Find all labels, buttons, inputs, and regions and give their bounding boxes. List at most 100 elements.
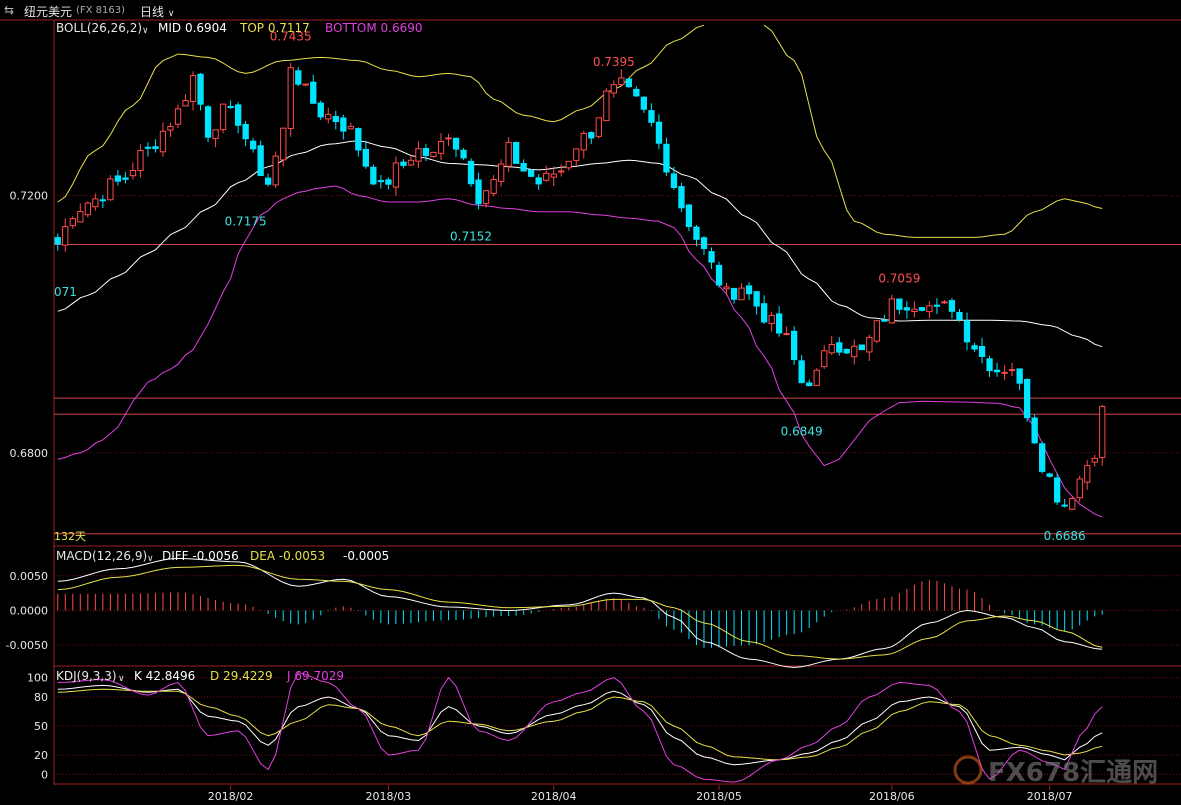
candle-up	[482, 190, 490, 204]
candle-down	[640, 96, 648, 110]
macd-label[interactable]: MACD(12,26,9)	[56, 549, 147, 563]
candle-down	[362, 148, 370, 167]
candle-down	[377, 180, 385, 183]
candle-up	[219, 103, 227, 131]
candle-up	[437, 140, 445, 154]
candle-down	[588, 132, 595, 139]
macd-diff-line	[57, 557, 1103, 668]
candle-up	[137, 150, 144, 171]
candle-up	[430, 151, 437, 157]
candle-up	[445, 137, 452, 140]
candle-down	[310, 81, 317, 104]
title-bar: ⇆ 纽元美元 (FX 8163) 日线 ∨	[0, 0, 1181, 20]
candle-up	[212, 129, 219, 140]
period-label: 日线	[140, 5, 165, 19]
extreme-label: 0.6849	[781, 424, 823, 438]
candle-down	[753, 291, 760, 307]
candle-down	[933, 304, 941, 307]
y-tick-label: 0.0050	[10, 570, 49, 583]
candle-up	[302, 83, 309, 86]
candle-down	[986, 358, 993, 372]
candle-down	[791, 330, 798, 361]
candle-up	[129, 170, 137, 177]
candle-up	[325, 113, 332, 120]
kdj-d-line	[57, 688, 1103, 761]
candle-up	[490, 179, 497, 194]
boll-bottom-value: BOTTOM 0.6690	[325, 21, 423, 35]
candle-down	[114, 175, 121, 182]
candle-down	[663, 143, 670, 173]
y-tick-label: 0.7200	[10, 190, 49, 203]
candle-down	[152, 146, 159, 150]
candle-up	[813, 369, 820, 386]
candle-down	[881, 319, 888, 322]
candle-up	[1008, 369, 1016, 372]
candle-down	[670, 173, 678, 188]
extreme-label: 0.6686	[1044, 529, 1086, 543]
chevron-down-icon: ∨	[167, 9, 175, 19]
candle-down	[948, 300, 956, 312]
candle-down	[956, 312, 963, 320]
boll-top-line	[57, 24, 1103, 238]
candle-up	[407, 159, 415, 166]
x-tick-label: 2018/03	[366, 790, 412, 803]
candle-down	[250, 140, 257, 150]
candle-up	[1069, 497, 1076, 510]
y-tick-label: 0.6800	[10, 447, 49, 460]
candle-down	[896, 298, 903, 310]
candle-down	[535, 177, 542, 185]
candle-down	[400, 161, 407, 166]
candle-down	[761, 303, 768, 323]
candle-down	[1046, 473, 1053, 477]
instrument-code: (FX 8163)	[76, 5, 126, 16]
x-tick-label: 2018/02	[208, 790, 254, 803]
candle-down	[1024, 379, 1031, 419]
grid-lines	[54, 195, 1181, 775]
candle-down	[513, 142, 520, 164]
candle-down	[355, 128, 362, 151]
candle-down	[685, 204, 693, 227]
candle-down	[978, 346, 986, 357]
chevron-down-icon: ∨	[147, 554, 154, 564]
chevron-down-icon: ∨	[118, 674, 125, 684]
candle-down	[265, 177, 272, 185]
candle-up	[1084, 465, 1091, 483]
macd-dea-line	[57, 564, 1103, 660]
candle-up	[1001, 371, 1008, 374]
period-selector[interactable]: 日线 ∨	[140, 3, 174, 20]
back-forward-arrows-icon[interactable]: ⇆	[4, 3, 15, 17]
candle-up	[415, 148, 422, 162]
candle-down	[1016, 368, 1023, 384]
y-tick-label: 0	[41, 768, 48, 781]
kdj-k-line	[57, 684, 1103, 766]
candle-down	[715, 264, 723, 286]
bollinger-bands	[57, 24, 1103, 518]
candle-down	[460, 149, 467, 159]
candle-down	[520, 163, 527, 172]
kdj-d-value: D 29.4229	[210, 669, 273, 683]
candle-up	[498, 163, 505, 182]
candle-up	[573, 148, 580, 161]
chart-frame	[0, 19, 1181, 785]
candle-down	[227, 106, 234, 108]
candle-down	[655, 121, 663, 144]
y-tick-label: 20	[34, 749, 48, 762]
instrument-name: 纽元美元	[24, 5, 73, 19]
candle-down	[843, 348, 850, 354]
candle-up	[543, 172, 550, 181]
candle-down	[204, 106, 212, 138]
candle-down	[122, 177, 129, 180]
candle-down	[528, 169, 535, 177]
boll-label[interactable]: BOLL(26,26,2)	[56, 21, 142, 35]
x-tick-label: 2018/06	[869, 790, 915, 803]
logo-icon	[953, 755, 983, 785]
y-tick-label: 80	[34, 691, 48, 704]
candle-up	[783, 333, 790, 336]
kdj-label[interactable]: KDJ(9,3,3)	[56, 669, 117, 683]
candle-up	[595, 117, 603, 137]
candle-down	[918, 307, 926, 311]
candle-up	[1099, 405, 1106, 458]
candle-up	[851, 345, 858, 358]
candle-down	[144, 146, 152, 149]
boll-mid-line	[57, 140, 1103, 348]
